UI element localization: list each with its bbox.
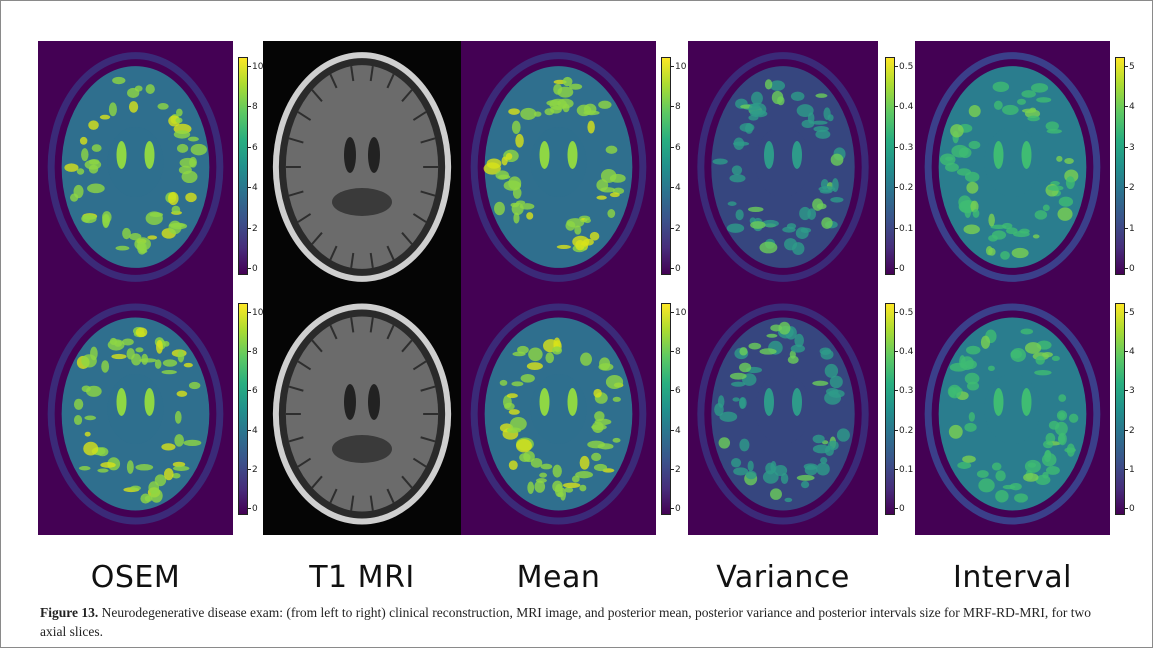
variance-colorbar-tick: 0.4 — [895, 348, 913, 357]
osem-brain-slice — [38, 41, 233, 293]
variance-colorbar-tick: 0.3 — [895, 143, 913, 153]
mean-colorbar-tick: 8 — [671, 348, 681, 357]
mean-colorbar-tick: 4 — [671, 426, 681, 436]
interval-colorbar-tick: 1 — [1125, 465, 1135, 475]
osem-colorbar-tick: 8 — [248, 348, 258, 357]
panel-label-variance: Variance — [716, 560, 850, 595]
interval-colorbar — [1115, 303, 1125, 515]
interval-colorbar-tick: 2 — [1125, 426, 1135, 436]
variance-colorbar-tick: 0.5 — [895, 309, 913, 318]
caption-label: Figure 13. — [40, 605, 99, 620]
osem-colorbar-tick: 0 — [248, 265, 258, 274]
t1mri-brain-slice — [263, 41, 461, 293]
osem-colorbar-tick: 10 — [248, 309, 263, 318]
variance-image-bottom — [688, 293, 878, 535]
t1mri-image-bottom — [263, 293, 461, 535]
caption-text: Neurodegenerative disease exam: (from le… — [40, 605, 1091, 639]
osem-colorbar-tick: 2 — [248, 224, 258, 234]
variance-colorbar-tick: 0.2 — [895, 184, 913, 193]
t1mri-image-top — [263, 41, 461, 293]
figure-caption: Figure 13. Neurodegenerative disease exa… — [40, 603, 1120, 641]
variance-colorbar-tick: 0.3 — [895, 387, 913, 396]
variance-brain-slice — [688, 41, 878, 293]
mean-brain-slice — [461, 293, 656, 535]
interval-colorbar-tick: 0 — [1125, 265, 1135, 274]
mean-colorbar-tick: 6 — [671, 387, 681, 396]
mean-colorbar-tick: 2 — [671, 224, 681, 234]
t1mri-brain-slice — [263, 293, 461, 535]
panel-label-interval: Interval — [953, 560, 1072, 595]
mean-image-bottom — [461, 293, 656, 535]
variance-colorbar-tick: 0.1 — [895, 224, 913, 234]
interval-colorbar-tick: 5 — [1125, 63, 1135, 72]
osem-colorbar — [238, 57, 248, 275]
osem-colorbar-tick: 4 — [248, 426, 258, 436]
variance-image-top — [688, 41, 878, 293]
mean-image-top — [461, 41, 656, 293]
osem-colorbar-tick: 2 — [248, 465, 258, 475]
variance-colorbar — [885, 303, 895, 515]
variance-colorbar-tick: 0 — [895, 505, 905, 514]
variance-colorbar-tick: 0 — [895, 265, 905, 274]
interval-colorbar-tick: 1 — [1125, 224, 1135, 234]
mean-colorbar — [661, 57, 671, 275]
interval-image-top — [915, 41, 1110, 293]
mean-colorbar-tick: 6 — [671, 143, 681, 153]
interval-brain-slice — [915, 293, 1110, 535]
osem-image-bottom — [38, 293, 233, 535]
mean-colorbar-tick: 10 — [671, 309, 686, 318]
osem-colorbar-tick: 6 — [248, 387, 258, 396]
osem-colorbar-tick: 10 — [248, 63, 263, 72]
interval-colorbar-tick: 3 — [1125, 143, 1135, 153]
mean-colorbar-tick: 4 — [671, 184, 681, 193]
osem-colorbar — [238, 303, 248, 515]
osem-brain-slice — [38, 293, 233, 535]
mean-brain-slice — [461, 41, 656, 293]
variance-colorbar-tick: 0.1 — [895, 465, 913, 475]
panel-label-mean: Mean — [516, 560, 601, 595]
osem-image-top — [38, 41, 233, 293]
mean-colorbar-tick: 2 — [671, 465, 681, 475]
interval-colorbar-tick: 5 — [1125, 309, 1135, 318]
panel-label-osem: OSEM — [90, 560, 181, 595]
interval-colorbar — [1115, 57, 1125, 275]
osem-colorbar-tick: 0 — [248, 505, 258, 514]
osem-colorbar-tick: 4 — [248, 184, 258, 193]
interval-colorbar-tick: 0 — [1125, 505, 1135, 514]
panel-label-t1mri: T1 MRI — [309, 560, 415, 595]
osem-colorbar-tick: 6 — [248, 143, 258, 153]
variance-colorbar — [885, 57, 895, 275]
variance-colorbar-tick: 0.5 — [895, 63, 913, 72]
interval-colorbar-tick: 4 — [1125, 103, 1135, 112]
variance-colorbar-tick: 0.2 — [895, 426, 913, 436]
mean-colorbar-tick: 0 — [671, 265, 681, 274]
interval-colorbar-tick: 3 — [1125, 387, 1135, 396]
mean-colorbar-tick: 10 — [671, 63, 686, 72]
mean-colorbar-tick: 8 — [671, 103, 681, 112]
interval-image-bottom — [915, 293, 1110, 535]
osem-colorbar-tick: 8 — [248, 103, 258, 112]
interval-brain-slice — [915, 41, 1110, 293]
mean-colorbar — [661, 303, 671, 515]
variance-brain-slice — [688, 293, 878, 535]
variance-colorbar-tick: 0.4 — [895, 103, 913, 112]
interval-colorbar-tick: 2 — [1125, 184, 1135, 193]
interval-colorbar-tick: 4 — [1125, 348, 1135, 357]
mean-colorbar-tick: 0 — [671, 505, 681, 514]
